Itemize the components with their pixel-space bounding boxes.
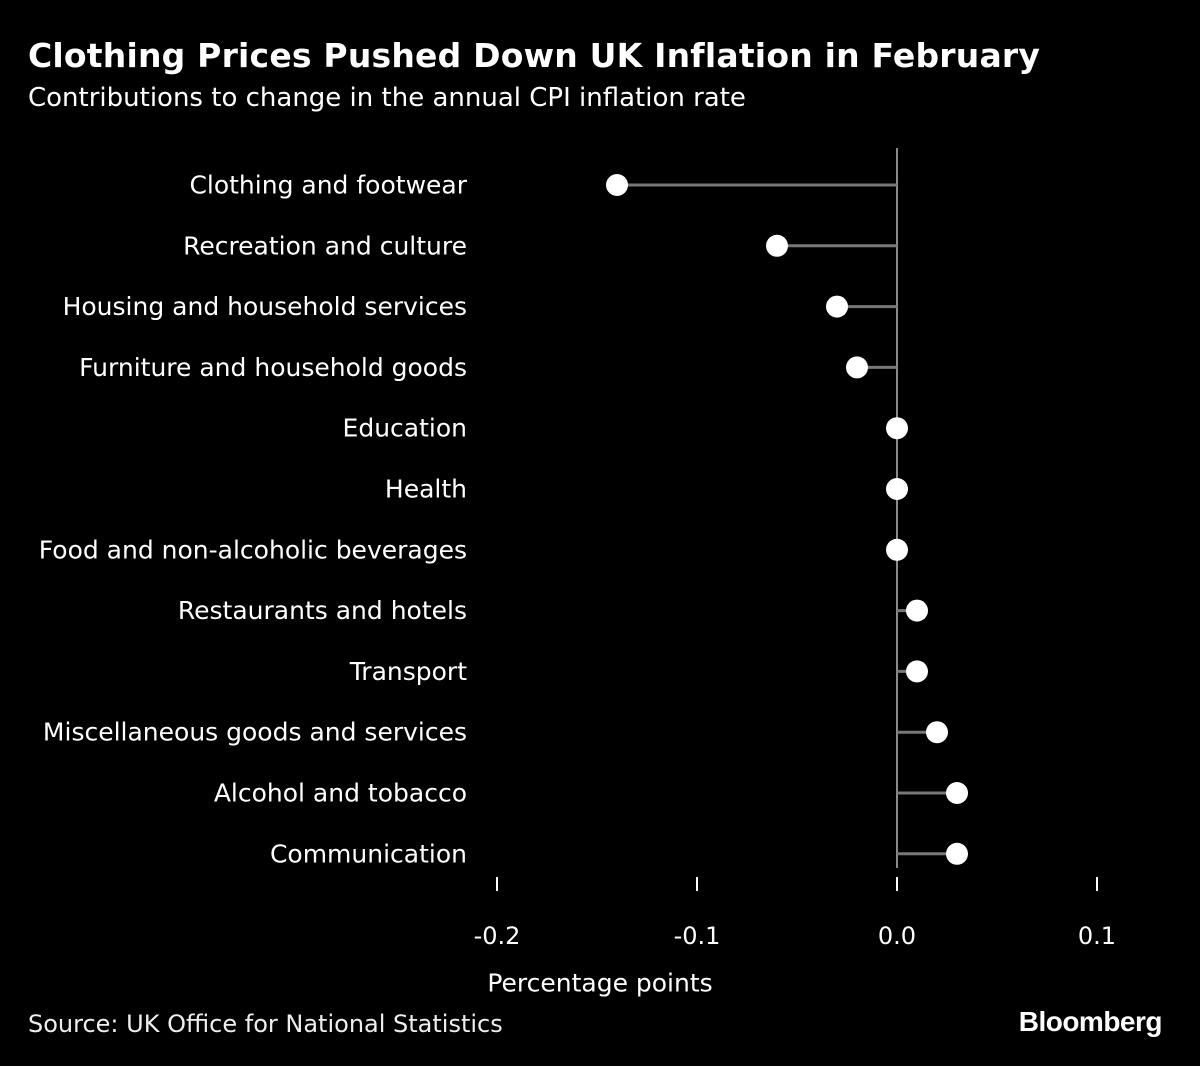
data-point [606,174,628,196]
data-point [886,538,908,561]
data-point [946,842,968,865]
chart-subtitle: Contributions to change in the annual CP… [28,83,746,113]
data-point [826,295,848,318]
category-label: Food and non-alcoholic beverages [39,535,467,564]
data-point [766,234,788,257]
x-tick-label: 0.0 [878,922,916,950]
lollipop-chart: Clothing and footwear Recreation and cult… [39,148,1116,998]
bloomberg-logo: Bloomberg [1018,1006,1163,1037]
data-point [906,599,928,622]
data-point [906,660,928,683]
source-note: Source: UK Office for National Statistic… [28,1010,503,1038]
category-label: Communication [270,839,467,868]
data-point [926,721,948,744]
category-label: Furniture and household goods [79,353,467,382]
data-point [946,782,968,804]
chart-title: Clothing Prices Pushed Down UK Inflation… [28,36,1041,75]
data-point [846,356,868,379]
data-point [886,417,908,440]
x-axis-label: Percentage points [487,969,712,998]
x-tick-label: -0.2 [474,922,521,950]
data-point [886,478,908,500]
category-label: Clothing and footwear [189,171,467,200]
category-label: Recreation and culture [183,231,467,260]
category-label: Health [385,475,467,504]
category-label: Restaurants and hotels [178,596,467,625]
category-label: Education [343,414,467,443]
x-tick-label: 0.1 [1078,922,1116,950]
category-label: Alcohol and tobacco [214,779,467,808]
category-label: Transport [349,657,468,686]
x-tick-label: -0.1 [674,922,721,950]
category-label: Miscellaneous goods and services [43,718,467,747]
category-label: Housing and household services [63,292,467,321]
